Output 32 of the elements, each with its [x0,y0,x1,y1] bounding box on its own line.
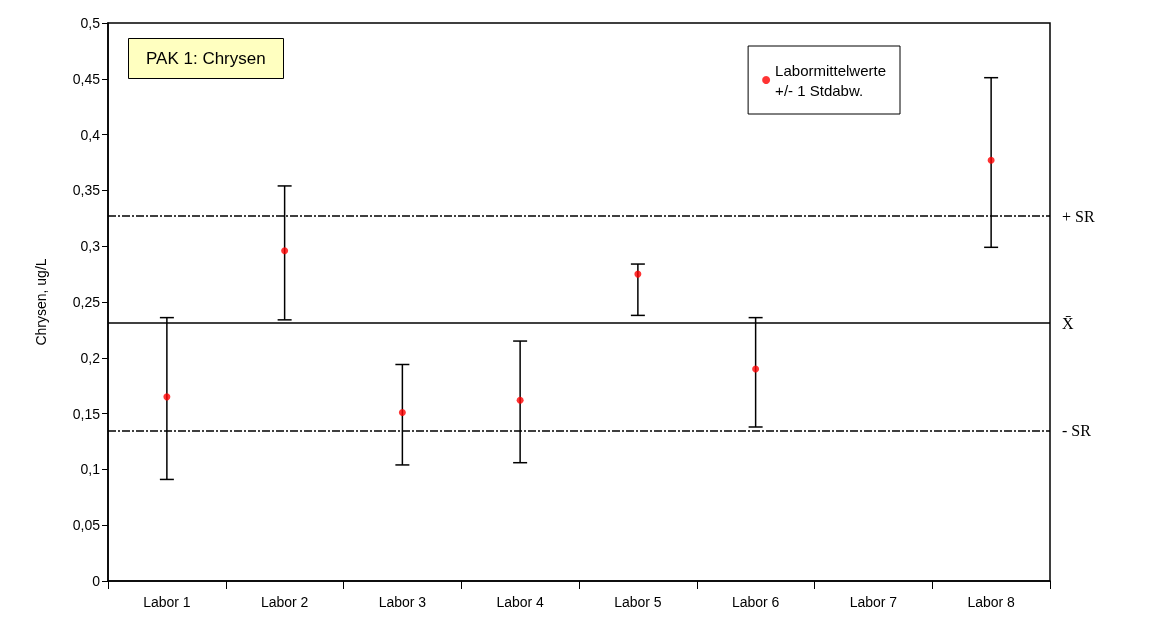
y-tick-label: 0,25 [72,294,101,310]
y-axis-title: Chrysen, ug/L [33,258,49,346]
point [516,396,524,404]
y-tick-label: 0,4 [80,126,101,143]
point [281,247,289,255]
x-tick-label: Labor 8 [967,594,1016,610]
y-tick-label: 0 [92,573,101,589]
x-tick-label: Labor 3 [378,594,427,610]
y-tick-label: 0,15 [72,405,101,422]
ref-line-label: + SR [1062,207,1095,225]
point [163,393,171,401]
point [634,270,642,278]
y-tick-label: 0,05 [72,517,101,534]
text: PAK 1: Chrysen [146,49,266,68]
legend-label: Labormittelwerte +/- 1 Stdabw. [775,61,887,99]
y-tick-label: 0,1 [80,461,101,478]
y-tick-label: 0,45 [72,70,101,87]
y-tick-label: 0,3 [80,238,101,255]
x-tick-label: Labor 1 [143,594,191,610]
x-tick-label: Labor 2 [260,594,309,610]
y-tick-label: 0,35 [72,182,101,199]
x-tick-label: Labor 6 [731,594,780,610]
y-tick-label: 0,2 [80,349,101,366]
point [398,408,406,416]
ref-line-label: - SR [1062,421,1092,439]
x-tick-label: Labor 4 [496,594,545,610]
point [752,365,760,373]
x-tick-label: Labor 7 [849,594,898,610]
x-tick-label: Labor 5 [614,594,662,610]
point [987,156,995,164]
y-tick-label: 0,5 [80,15,101,31]
ref-line-label: X̄ [1062,314,1074,332]
